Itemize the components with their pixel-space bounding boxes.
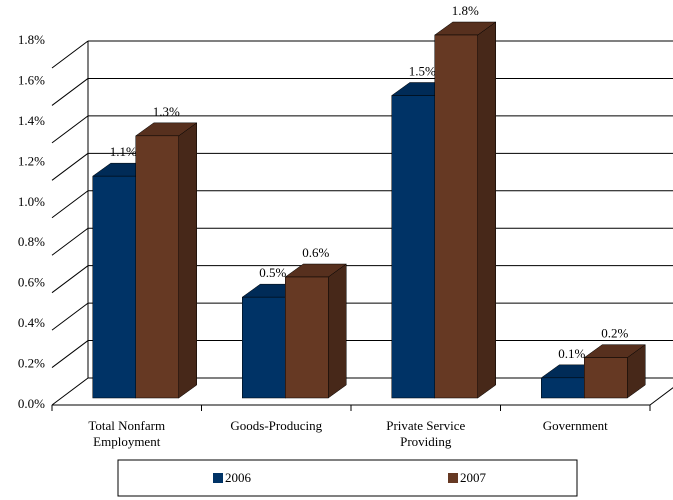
x-tick-label: Government [542, 418, 608, 433]
y-tick-label: 0.4% [18, 315, 45, 330]
y-tick-label: 0.0% [18, 396, 45, 411]
bar [285, 276, 329, 399]
bar [434, 34, 478, 399]
bar-side [178, 122, 197, 399]
value-label: 1.3% [153, 104, 180, 119]
bar [92, 175, 136, 399]
value-label: 1.8% [452, 3, 479, 18]
y-tick-label: 1.8% [18, 32, 45, 47]
x-tick-label: Private Service Providing [386, 418, 466, 449]
grid-line-side [51, 78, 89, 106]
bar [541, 377, 585, 399]
grid-line-side [51, 302, 89, 331]
bar-side [477, 21, 496, 399]
value-label: 0.6% [302, 245, 329, 260]
x-tick-label: Total Nonfarm Employment [88, 418, 166, 449]
legend-swatch [448, 473, 458, 483]
value-label: 1.5% [409, 63, 436, 78]
grid-line-side [51, 377, 89, 406]
bar [391, 95, 435, 399]
y-tick-label: 1.4% [18, 113, 45, 128]
value-label: 0.1% [558, 346, 585, 361]
value-label: 0.5% [259, 265, 286, 280]
legend-label: 2006 [225, 470, 252, 485]
bar [135, 135, 179, 399]
grid-line-side [51, 227, 89, 256]
y-tick-label: 0.6% [18, 275, 45, 290]
grid-line-side [51, 115, 89, 144]
grid-line-side [51, 190, 89, 219]
grid-line-side [51, 40, 89, 69]
value-label: 0.2% [601, 326, 628, 341]
legend-box [117, 459, 578, 497]
grid-line-side [51, 265, 89, 294]
floor-edge [649, 387, 673, 406]
y-tick-label: 0.8% [18, 234, 45, 249]
y-tick-label: 0.2% [18, 356, 45, 371]
bar-side [328, 263, 347, 399]
x-tick-label: Goods-Producing [230, 418, 323, 433]
grid-line-side [51, 152, 89, 181]
bar [242, 296, 286, 399]
y-tick-label: 1.0% [18, 194, 45, 209]
grid-line-side [51, 340, 89, 368]
y-tick-label: 1.2% [18, 153, 45, 168]
y-tick-label: 1.6% [18, 72, 45, 87]
bar [584, 357, 628, 399]
legend-label: 2007 [460, 470, 487, 485]
value-label: 1.1% [110, 144, 137, 159]
legend-swatch [213, 473, 223, 483]
